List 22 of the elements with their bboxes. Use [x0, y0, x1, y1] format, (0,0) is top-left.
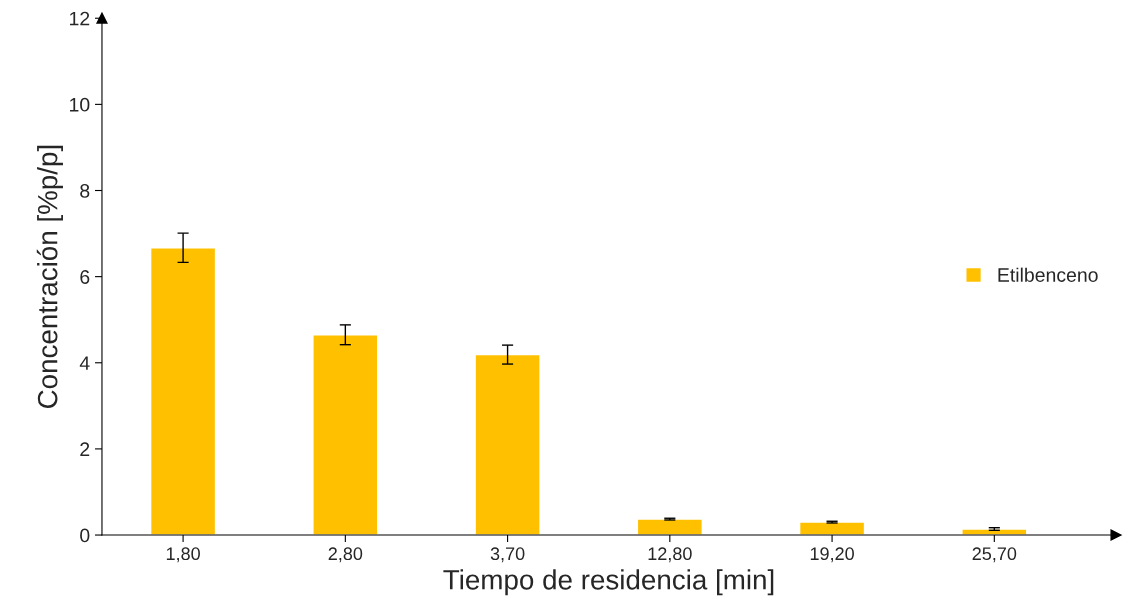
y-tick-label: 4: [79, 356, 90, 370]
legend-label: Etilbenceno: [998, 267, 1098, 282]
bar: [961, 528, 1028, 536]
bar: [474, 353, 541, 536]
bar: [636, 518, 703, 536]
bar: [312, 334, 379, 536]
bar: [149, 247, 217, 536]
x-tick-label: 1,80: [166, 547, 200, 563]
y-tick-label: 0: [80, 528, 90, 543]
y-tick-label: 2: [80, 442, 90, 456]
x-axis-title: Tiempo de residencia [min]: [443, 569, 774, 596]
x-tick-label: 3,70: [490, 547, 525, 563]
y-tick-label: 12: [70, 11, 90, 26]
x-tick-label: 2,80: [328, 547, 363, 563]
y-tick-label: 8: [80, 183, 90, 198]
bar: [798, 521, 866, 536]
y-tick-label: 6: [80, 270, 90, 284]
y-axis-title: Concentración [%p/p]: [36, 145, 63, 409]
y-tick-label: 10: [70, 97, 90, 112]
x-tick-label: 25,70: [972, 547, 1017, 563]
x-tick-label: 12,80: [648, 547, 692, 563]
x-tick-label: 19,20: [810, 547, 854, 563]
